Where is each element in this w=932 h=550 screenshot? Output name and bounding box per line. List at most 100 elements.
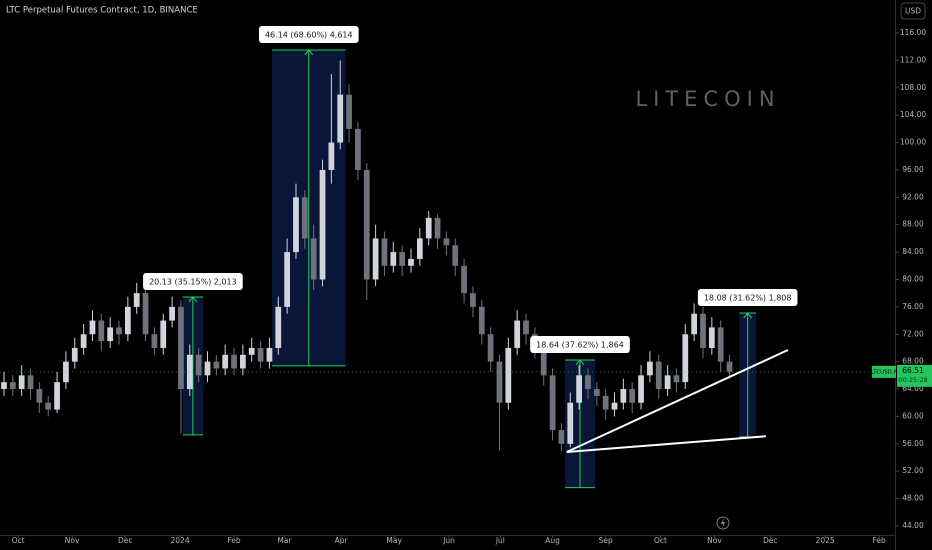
- measurement-arrowhead: [743, 312, 753, 319]
- candle-body: [257, 347, 264, 362]
- candle-body: [540, 347, 547, 376]
- candle-body: [9, 382, 16, 390]
- candle-body: [647, 361, 653, 376]
- candle-body: [36, 389, 43, 403]
- symbol-tag: [872, 365, 896, 378]
- y-tick-label: 60.00: [902, 411, 924, 420]
- y-tick-label: 100.00: [900, 138, 926, 147]
- candle-body: [71, 347, 78, 362]
- candle-body: [195, 354, 202, 376]
- x-tick-label: Aug: [545, 536, 560, 545]
- x-tick-label: Oct: [654, 536, 667, 545]
- candle-body: [310, 238, 317, 280]
- candle-body: [89, 320, 96, 335]
- candle-body: [682, 334, 689, 383]
- measurement: [739, 312, 757, 438]
- candle-body: [275, 306, 282, 348]
- chart-title: LTC Perpetual Futures Contract, 1D, BINA…: [6, 6, 198, 16]
- x-tick-label: Dec: [118, 536, 133, 545]
- x-tick-label: Feb: [872, 536, 886, 545]
- candle-body: [620, 389, 627, 403]
- y-tick-label: 56.00: [902, 439, 924, 448]
- measurements: [182, 49, 757, 489]
- candle-body: [399, 252, 406, 266]
- measurement-arrowhead: [575, 359, 585, 366]
- candle-body: [27, 375, 34, 390]
- icon-bolt[interactable]: [720, 518, 726, 528]
- candle-body: [602, 395, 609, 410]
- candle-body: [98, 320, 105, 342]
- candle-body: [169, 306, 175, 321]
- candle-body: [700, 313, 706, 348]
- y-tick-label: 44.00: [902, 521, 924, 530]
- candle-body: [346, 94, 352, 129]
- candle-body: [18, 375, 25, 390]
- candle-body: [1, 382, 7, 390]
- candle-body: [390, 252, 397, 266]
- candle-body: [133, 293, 140, 307]
- measurement-arrowhead: [188, 296, 198, 303]
- candle-body: [576, 375, 582, 403]
- candle-body: [328, 142, 335, 170]
- currency-box[interactable]: [900, 2, 926, 20]
- x-tick-label: 2024: [171, 536, 190, 545]
- candle-body: [284, 252, 291, 307]
- currency[interactable]: USD: [905, 7, 921, 16]
- y-tick-label: 92.00: [902, 192, 924, 201]
- candle-body: [142, 293, 149, 335]
- trend-line: [566, 435, 766, 454]
- candle-body: [107, 327, 114, 342]
- candle-body: [585, 375, 591, 390]
- measurement-label-box: [143, 273, 243, 291]
- price-tag-value: 66.51: [902, 366, 924, 375]
- candle-body: [408, 258, 414, 266]
- y-tick-label: 96.00: [902, 165, 924, 174]
- candle-body: [691, 313, 698, 335]
- x-tick-label: Dec: [763, 536, 778, 545]
- candle-body: [664, 375, 671, 390]
- candle-body: [487, 334, 494, 362]
- candle-body: [470, 293, 476, 307]
- candle-body: [638, 375, 644, 403]
- candle-body: [248, 347, 255, 355]
- x-tick-label: Feb: [227, 536, 241, 545]
- candle-body: [708, 327, 715, 348]
- measurement-arrowhead: [304, 49, 314, 56]
- measurement-label: 18.08 (31.62%) 1,808: [704, 294, 792, 303]
- y-tick-label: 84.00: [902, 247, 924, 256]
- y-tick-label: 88.00: [902, 220, 924, 229]
- candles: [1, 60, 733, 451]
- y-tick-label: 108.00: [900, 83, 926, 92]
- candle-body: [80, 334, 87, 348]
- candle-body: [629, 389, 636, 403]
- measurement: [182, 296, 204, 436]
- y-tick-label: 112.00: [900, 55, 926, 64]
- candle-body: [478, 306, 485, 335]
- x-tick-label: Apr: [335, 536, 349, 545]
- y-tick-label: 52.00: [902, 466, 924, 475]
- candle-body: [452, 245, 459, 266]
- trend-line: [566, 349, 789, 453]
- candle-body: [461, 265, 467, 294]
- y-tick-label: 80.00: [902, 274, 924, 283]
- x-tick-label: Nov: [65, 536, 80, 545]
- x-tick-label: 2025: [816, 536, 835, 545]
- candle-body: [549, 375, 556, 431]
- candle-body: [355, 128, 361, 170]
- measurement-label: 46.14 (68.60%) 4,614: [265, 30, 353, 39]
- measurement-label-box: [258, 25, 359, 43]
- y-tick-label: 64.00: [902, 384, 924, 393]
- alert-icon[interactable]: [716, 516, 730, 530]
- y-tick-label: 76.00: [902, 302, 924, 311]
- candle-body: [514, 320, 521, 348]
- icon-circle[interactable]: [716, 516, 730, 530]
- x-tick-label: Nov: [707, 536, 722, 545]
- measurement: [272, 49, 346, 367]
- candle-body: [337, 94, 344, 143]
- candle-body: [558, 430, 565, 444]
- candle-body: [416, 238, 423, 259]
- candle-body: [593, 389, 600, 396]
- candle-body: [293, 197, 299, 253]
- measurement-label-box: [530, 335, 630, 353]
